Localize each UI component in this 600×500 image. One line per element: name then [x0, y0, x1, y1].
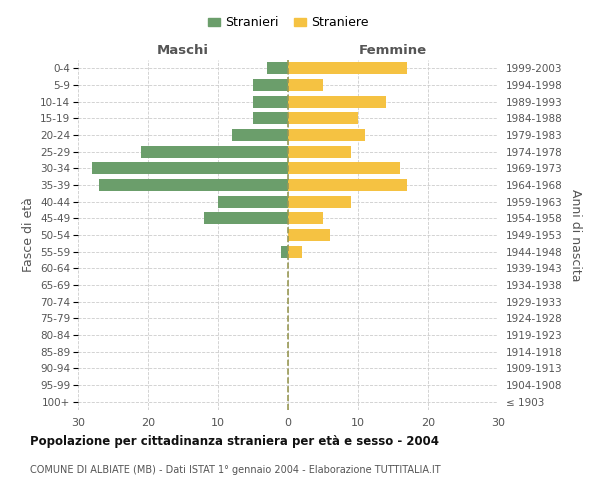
Bar: [288, 212, 323, 224]
Legend: Stranieri, Straniere: Stranieri, Straniere: [203, 11, 373, 34]
Bar: [253, 112, 288, 124]
Y-axis label: Anni di nascita: Anni di nascita: [569, 188, 582, 281]
Bar: [288, 129, 365, 141]
Bar: [141, 146, 288, 158]
Bar: [281, 246, 288, 258]
Bar: [232, 129, 288, 141]
Bar: [288, 96, 386, 108]
Bar: [218, 196, 288, 207]
Bar: [267, 62, 288, 74]
Bar: [288, 162, 400, 174]
Text: COMUNE DI ALBIATE (MB) - Dati ISTAT 1° gennaio 2004 - Elaborazione TUTTITALIA.IT: COMUNE DI ALBIATE (MB) - Dati ISTAT 1° g…: [30, 465, 440, 475]
Bar: [288, 62, 407, 74]
Bar: [99, 179, 288, 191]
Bar: [288, 229, 330, 241]
Bar: [253, 96, 288, 108]
Bar: [288, 112, 358, 124]
Bar: [288, 246, 302, 258]
Bar: [288, 179, 407, 191]
Bar: [253, 79, 288, 91]
Bar: [92, 162, 288, 174]
Bar: [288, 146, 351, 158]
Text: Femmine: Femmine: [359, 44, 427, 57]
Y-axis label: Fasce di età: Fasce di età: [22, 198, 35, 272]
Text: Popolazione per cittadinanza straniera per età e sesso - 2004: Popolazione per cittadinanza straniera p…: [30, 435, 439, 448]
Bar: [288, 79, 323, 91]
Bar: [204, 212, 288, 224]
Bar: [288, 196, 351, 207]
Text: Maschi: Maschi: [157, 44, 209, 57]
